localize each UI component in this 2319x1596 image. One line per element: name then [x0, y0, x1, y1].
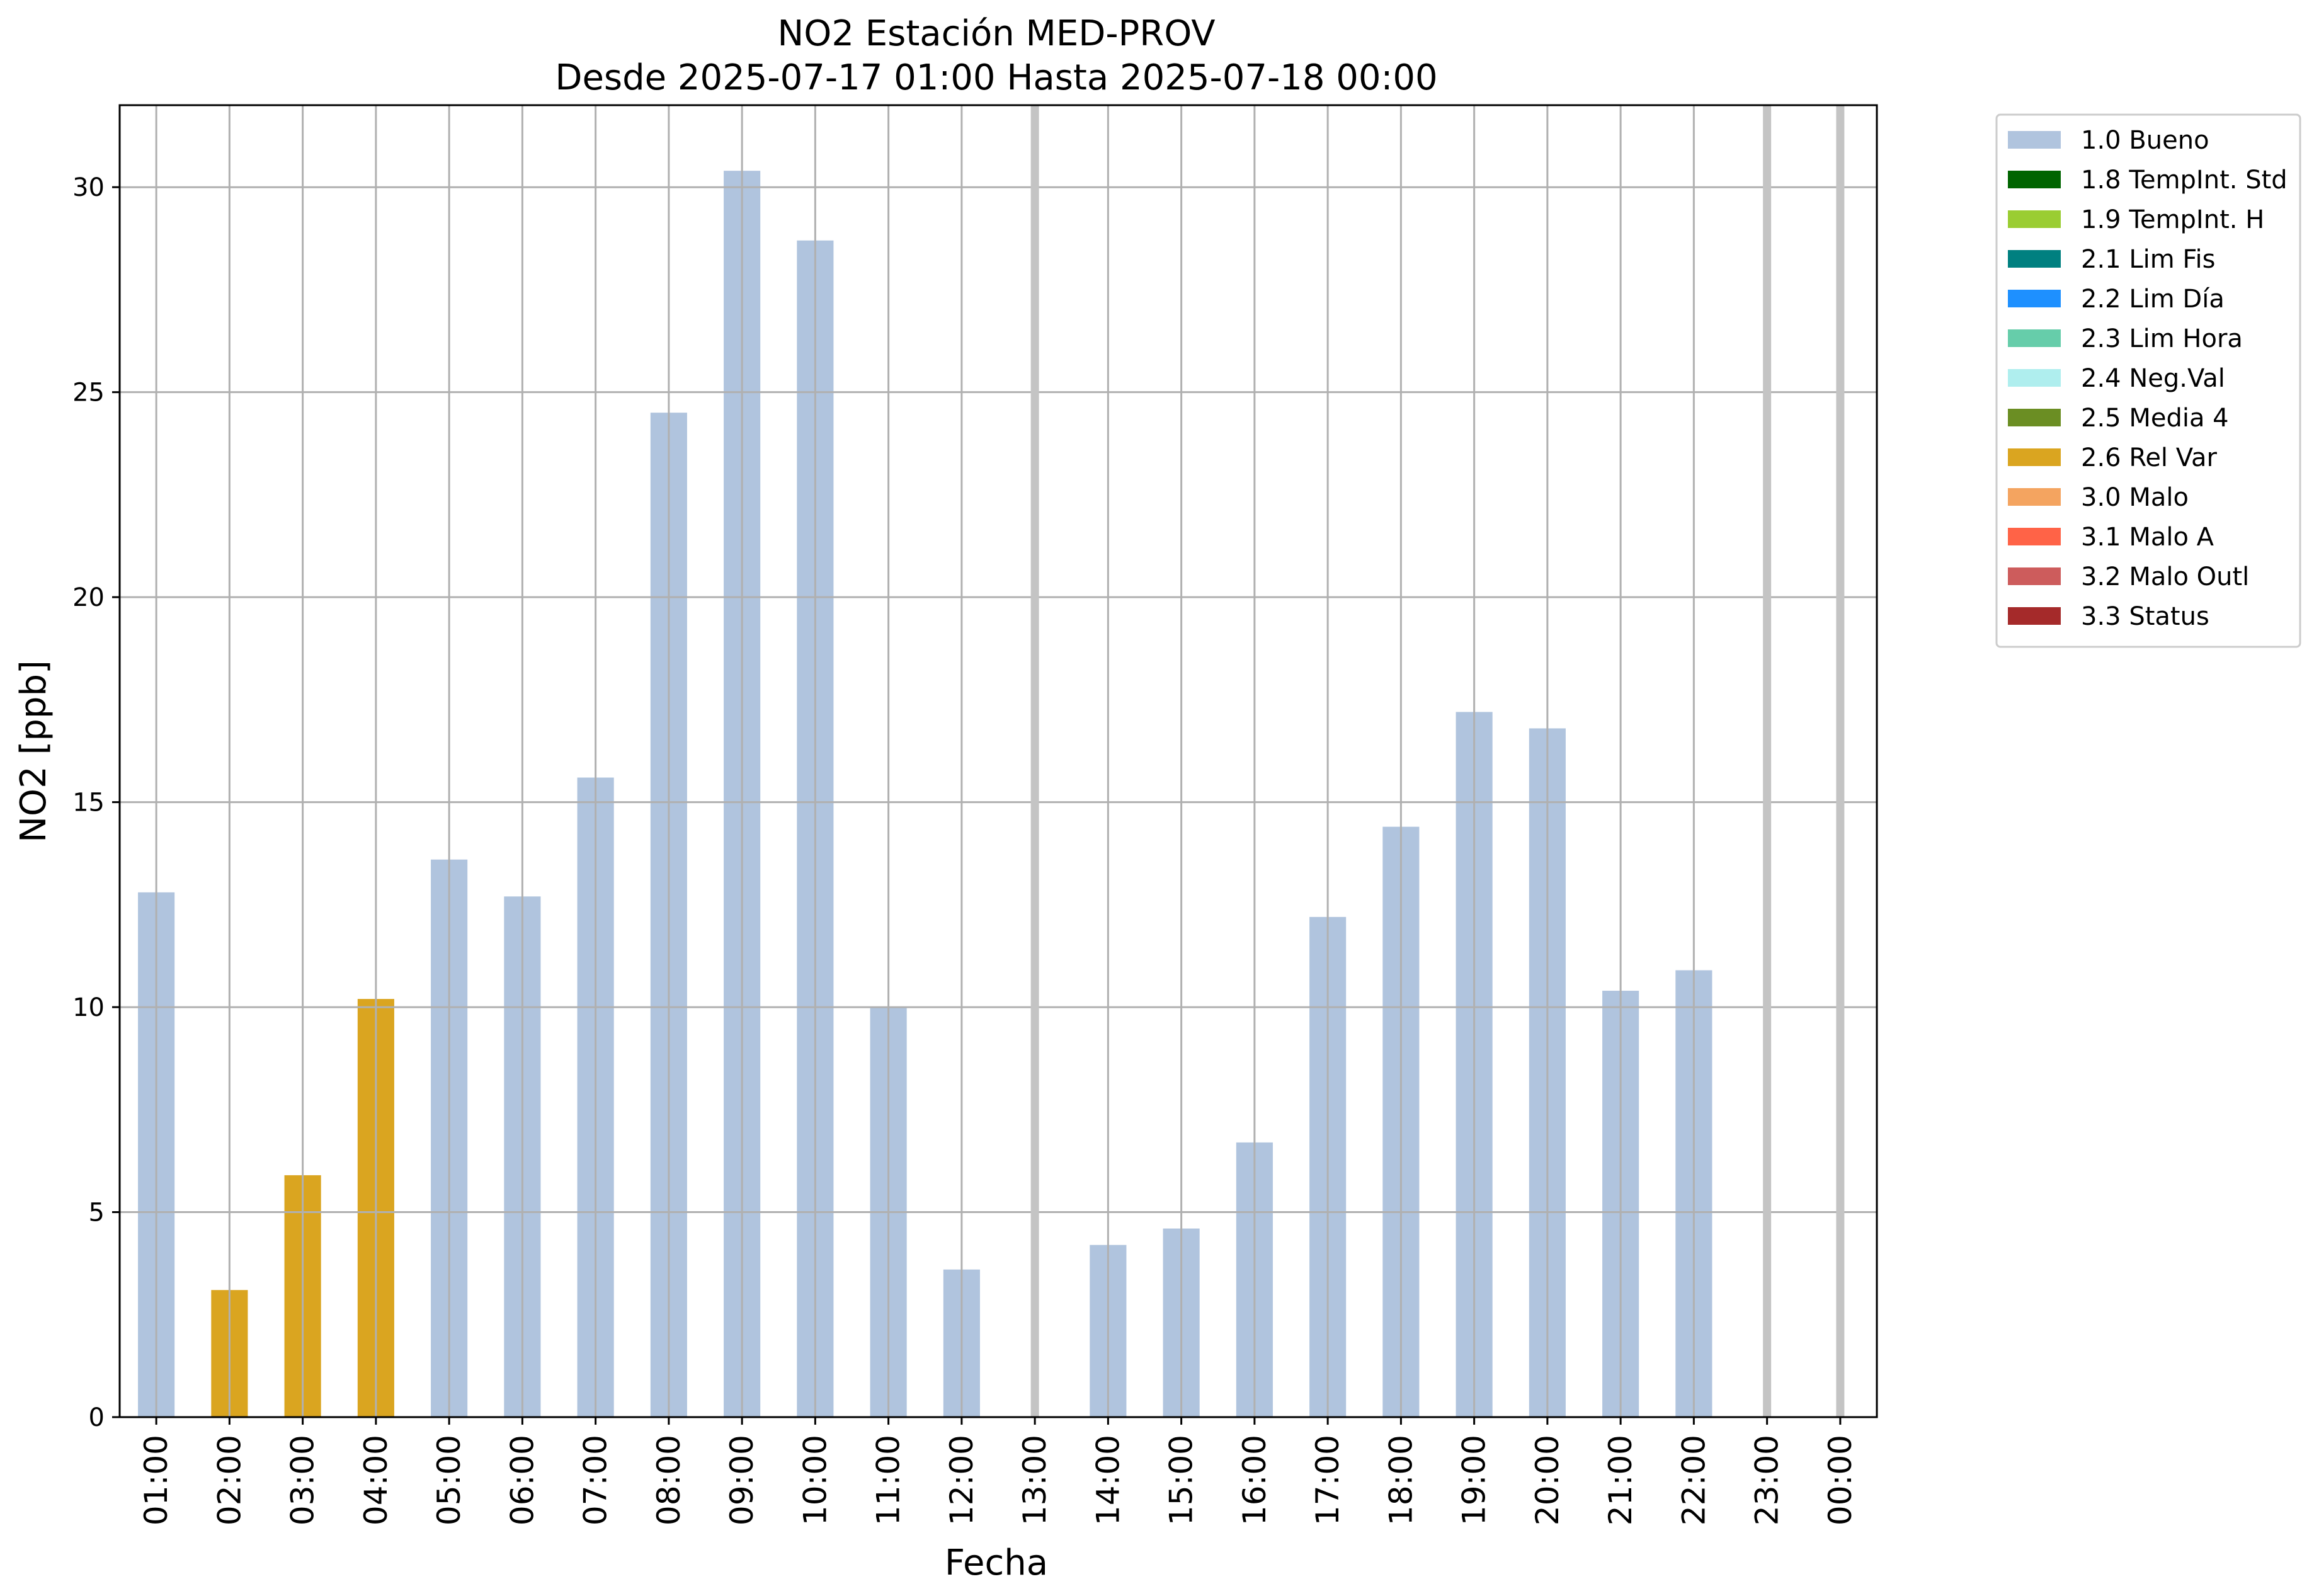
plot-frame [118, 104, 1878, 1418]
y-tick-label: 10 [72, 993, 105, 1022]
y-tick-label: 15 [72, 789, 105, 818]
x-tick-label: 16:00 [1236, 1435, 1273, 1525]
legend-label: 2.4 Neg.Val [2081, 364, 2225, 393]
x-tick-label: 08:00 [651, 1435, 687, 1525]
legend-label: 2.2 Lim Día [2081, 285, 2225, 314]
legend-label: 2.3 Lim Hora [2081, 324, 2243, 353]
chart-title: NO2 Estación MED-PROV [777, 13, 1215, 54]
x-tick-label: 06:00 [504, 1435, 540, 1525]
legend-swatch [2008, 607, 2061, 625]
x-tick-label: 18:00 [1382, 1435, 1419, 1525]
x-tick-label: 00:00 [1822, 1435, 1859, 1525]
x-axis-label: Fecha [945, 1542, 1048, 1583]
legend-swatch [2008, 567, 2061, 585]
x-tick-label: 19:00 [1456, 1435, 1493, 1525]
x-tick-label: 23:00 [1749, 1435, 1786, 1525]
legend-label: 1.8 TempInt. Std [2081, 166, 2288, 195]
x-tick-label: 09:00 [724, 1435, 760, 1525]
chart-subtitle: Desde 2025-07-17 01:00 Hasta 2025-07-18 … [555, 57, 1437, 98]
legend-label: 3.2 Malo Outl [2081, 562, 2249, 591]
legend-label: 3.0 Malo [2081, 483, 2189, 512]
x-tick-label: 13:00 [1017, 1435, 1053, 1525]
legend-swatch [2008, 409, 2061, 426]
x-tick-label: 20:00 [1529, 1435, 1566, 1525]
x-tick-label: 01:00 [138, 1435, 174, 1525]
x-tick-label: 15:00 [1163, 1435, 1200, 1525]
legend-swatch [2008, 250, 2061, 268]
x-tick-label: 17:00 [1309, 1435, 1346, 1525]
legend-swatch [2008, 171, 2061, 188]
legend-swatch [2008, 329, 2061, 347]
legend-swatch [2008, 528, 2061, 545]
x-tick-label: 04:00 [358, 1435, 394, 1525]
x-tick-label: 22:00 [1675, 1435, 1712, 1525]
legend-label: 2.1 Lim Fis [2081, 245, 2215, 274]
x-tick-label: 12:00 [943, 1435, 980, 1525]
x-tick-label: 02:00 [211, 1435, 248, 1525]
legend-label: 2.5 Media 4 [2081, 404, 2229, 433]
x-tick-label: 05:00 [431, 1435, 467, 1525]
y-tick-label: 30 [72, 173, 105, 202]
legend-label: 1.0 Bueno [2081, 126, 2209, 155]
y-tick-label: 25 [72, 379, 105, 408]
legend-label: 2.6 Rel Var [2081, 443, 2218, 472]
legend-label: 3.3 Status [2081, 602, 2209, 631]
legend-swatch [2008, 369, 2061, 387]
x-tick-label: 03:00 [285, 1435, 321, 1525]
y-axis-label: NO2 [ppb] [13, 660, 54, 843]
legend-label: 3.1 Malo A [2081, 523, 2214, 552]
plot-area: 0 5 10 15 20 25 30 01:00 02:00 03:00 04:00 05:00 06:… [72, 104, 1878, 1525]
legend-swatch [2008, 210, 2061, 228]
x-tick-label: 07:00 [578, 1435, 614, 1525]
x-tick-label: 11:00 [870, 1435, 907, 1525]
legend-frame [1995, 113, 2301, 648]
y-tick-label: 5 [89, 1199, 105, 1228]
legend-swatch [2008, 290, 2061, 307]
legend: 1.0 Bueno 1.8 TempInt. Std 1.9 TempInt. H 2… [1995, 113, 2301, 648]
x-tick-label: 21:00 [1602, 1435, 1639, 1525]
legend-swatch [2008, 131, 2061, 149]
legend-label: 1.9 TempInt. H [2081, 205, 2264, 234]
x-tick-label: 10:00 [797, 1435, 833, 1525]
y-tick-label: 20 [72, 583, 105, 612]
x-tick-label: 14:00 [1090, 1435, 1126, 1525]
legend-swatch [2008, 448, 2061, 466]
legend-swatch [2008, 488, 2061, 506]
y-tick-label: 0 [89, 1403, 105, 1432]
